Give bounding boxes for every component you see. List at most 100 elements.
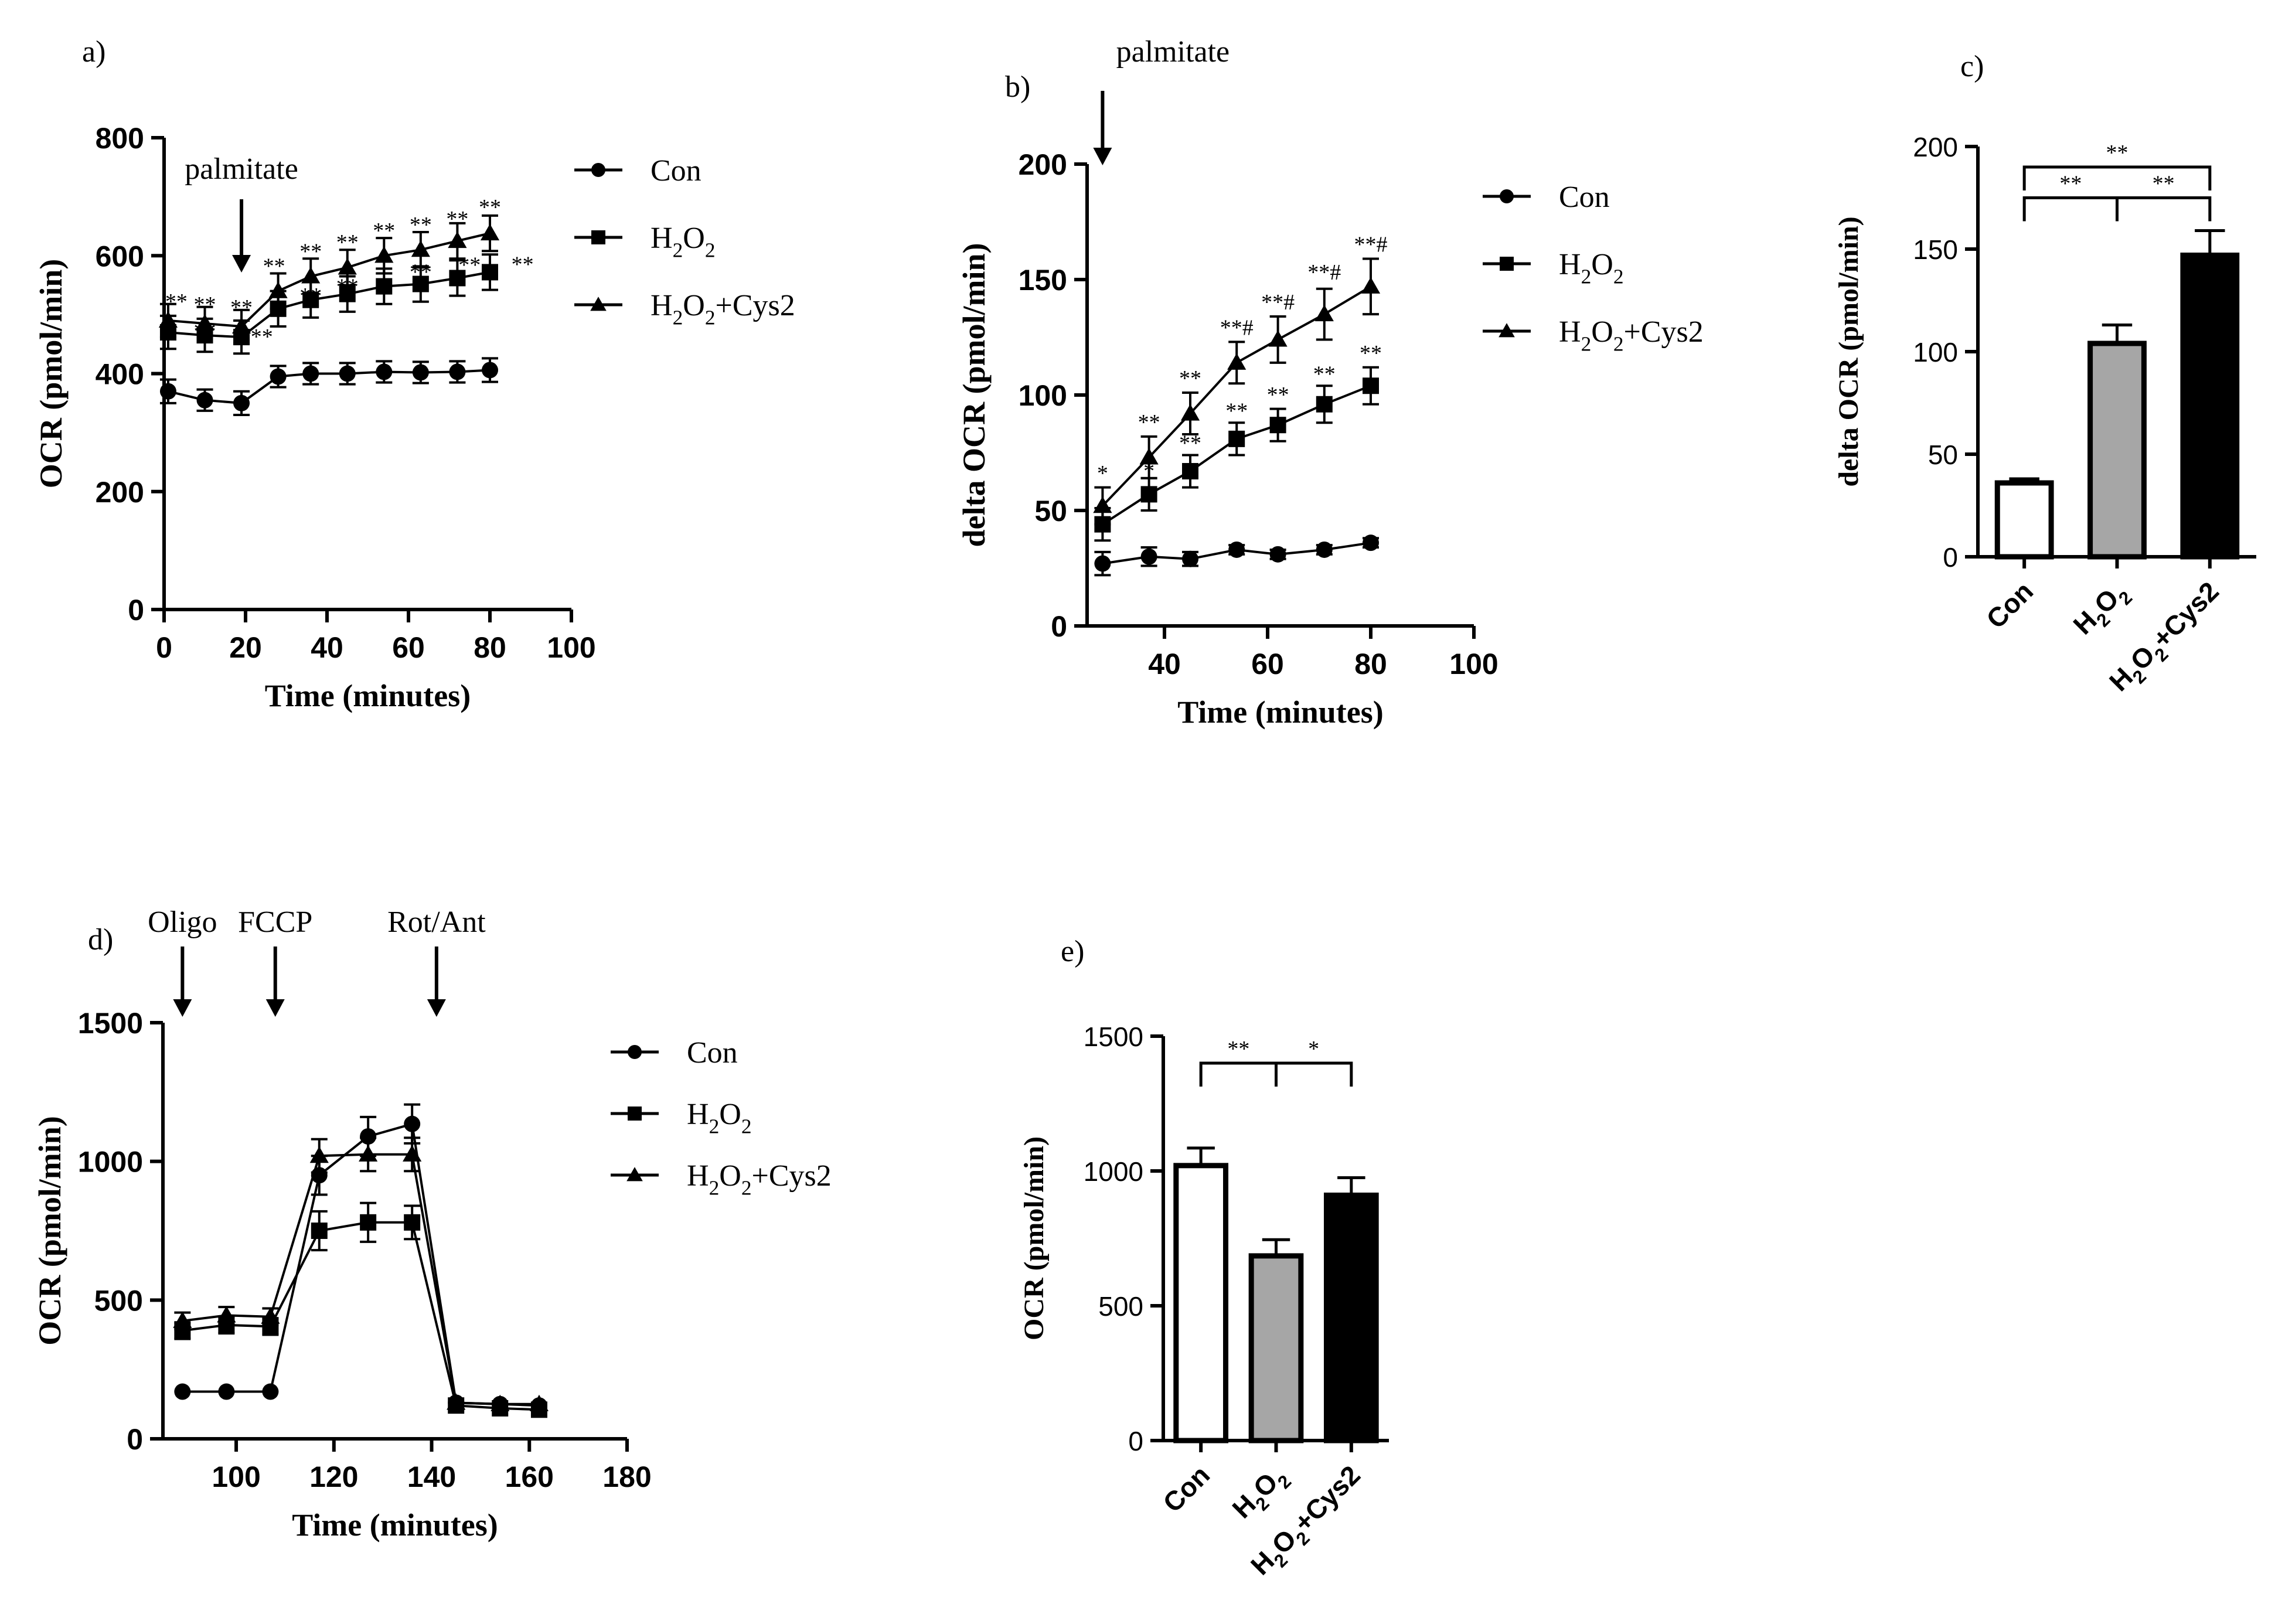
- legend-label: H2O2: [651, 222, 716, 262]
- data-point: [268, 281, 288, 298]
- treatment-arrow: [265, 947, 285, 1017]
- data-point: [449, 363, 466, 380]
- y-tick-label: 400: [96, 358, 144, 391]
- y-axis-title: OCR (pmol/min): [1019, 1136, 1050, 1340]
- legend-entry: H2O2+Cys2: [611, 1159, 832, 1200]
- y-tick-label: 1000: [1084, 1156, 1143, 1187]
- series-label-part: +Cys2: [752, 1159, 832, 1193]
- data-point: [1361, 277, 1381, 294]
- data-point: [270, 368, 287, 385]
- data-point: [1316, 541, 1333, 558]
- significance-label: **: [2059, 172, 2082, 196]
- series-0: [159, 357, 498, 416]
- x-tick-label: 140: [407, 1460, 456, 1493]
- significance-label: **: [2153, 172, 2175, 196]
- y-tick-label: 150: [1019, 264, 1067, 297]
- data-point: [217, 1306, 236, 1323]
- treatment-annotation: Rot/Ant: [387, 905, 486, 939]
- series-label-part: O: [683, 222, 705, 255]
- data-point: [1228, 541, 1245, 558]
- panel-a: a) 0 200 400 600 800 0 20 40 60 80 100 Time (minutes…: [33, 35, 795, 713]
- arrow-head: [265, 999, 285, 1017]
- significance-label: **#: [1354, 233, 1388, 257]
- data-point: [482, 264, 498, 281]
- data-point: [1363, 534, 1379, 551]
- significance-label: **: [230, 295, 253, 320]
- treatment-arrow: [173, 947, 192, 1017]
- significance-label: **: [194, 292, 216, 317]
- bar: [1994, 480, 2054, 560]
- data-point: [404, 1214, 421, 1231]
- y-tick-label: 500: [94, 1284, 143, 1317]
- series-label-part: H: [1245, 1545, 1280, 1581]
- significance-label: **: [263, 254, 285, 278]
- series-2: [158, 214, 500, 345]
- data-point: [339, 365, 356, 382]
- series-label-part: H: [651, 289, 673, 322]
- significance-label: **#: [1307, 260, 1341, 285]
- significance-label: **: [410, 260, 432, 285]
- data-point: [482, 362, 498, 379]
- treatment-annotation: FCCP: [238, 905, 312, 939]
- series-label-part: H: [687, 1159, 709, 1193]
- legend-marker: [591, 163, 605, 177]
- y-tick-label: 0: [128, 594, 144, 627]
- series-label-part: 2: [673, 306, 683, 329]
- legend-label: H2O2: [1559, 248, 1624, 288]
- data-point: [1139, 448, 1159, 465]
- series-label-part: +Cys2: [1624, 315, 1704, 349]
- data-point: [1140, 486, 1157, 503]
- legend-marker: [591, 230, 605, 244]
- legend-marker: [1499, 323, 1515, 338]
- legend-entry: Con: [574, 154, 701, 188]
- series-label-part: H: [1559, 315, 1581, 349]
- series-label-part: 2: [705, 306, 716, 329]
- data-point: [1093, 496, 1112, 513]
- significance-bracket: [2022, 165, 2212, 190]
- treatment-arrow: [232, 199, 251, 273]
- y-tick-label: 200: [1019, 148, 1067, 181]
- bar: [1173, 1163, 1229, 1443]
- legend-label: H2O2: [687, 1098, 752, 1138]
- treatment-annotation: Oligo: [148, 905, 217, 939]
- y-axis-title: delta OCR (pmol/min): [956, 243, 992, 547]
- legend-label: H2O2+Cys2: [651, 289, 795, 329]
- y-tick-label: 500: [1098, 1291, 1143, 1322]
- series-label-part: H: [687, 1098, 709, 1131]
- data-point: [1268, 330, 1288, 347]
- x-axis-title: Time (minutes): [1177, 694, 1383, 730]
- significance-bracket: [1199, 1061, 1278, 1087]
- significance-label: **: [299, 239, 322, 264]
- x-tick-label: 100: [547, 631, 595, 664]
- data-point: [158, 311, 178, 328]
- significance-label: *: [1097, 461, 1108, 486]
- x-tick-label: 20: [229, 631, 262, 664]
- significance-label: **#: [1220, 316, 1254, 341]
- legend-entry: H2O2+Cys2: [1483, 315, 1704, 356]
- y-tick-label: 200: [1913, 132, 1958, 162]
- series-label-part: 2: [741, 1115, 752, 1138]
- series-label-part: Con: [1559, 181, 1610, 214]
- series-label-part: H: [651, 222, 673, 255]
- x-axis-title: Time (minutes): [265, 678, 471, 713]
- data-point: [529, 1394, 549, 1411]
- significance-label: **: [251, 325, 273, 349]
- y-tick-label: 0: [1128, 1426, 1143, 1456]
- data-point: [174, 1383, 191, 1400]
- significance-label: **: [194, 319, 216, 343]
- treatment-arrow: [427, 947, 446, 1017]
- panel-c: c) 0 50 100 150 200 delta OCR (pmol/min) Con H2O…: [1833, 50, 2256, 697]
- series-label-part: 2: [673, 239, 683, 262]
- series-label-part: 2: [1581, 332, 1592, 356]
- series-label-part: O: [1591, 248, 1613, 281]
- legend-label: H2O2+Cys2: [1559, 315, 1704, 356]
- significance-label: **: [1313, 362, 1336, 386]
- significance-label: **: [512, 252, 534, 277]
- data-point: [261, 1307, 280, 1324]
- series-label-part: Con: [651, 154, 701, 188]
- significance-label: **: [1225, 399, 1248, 423]
